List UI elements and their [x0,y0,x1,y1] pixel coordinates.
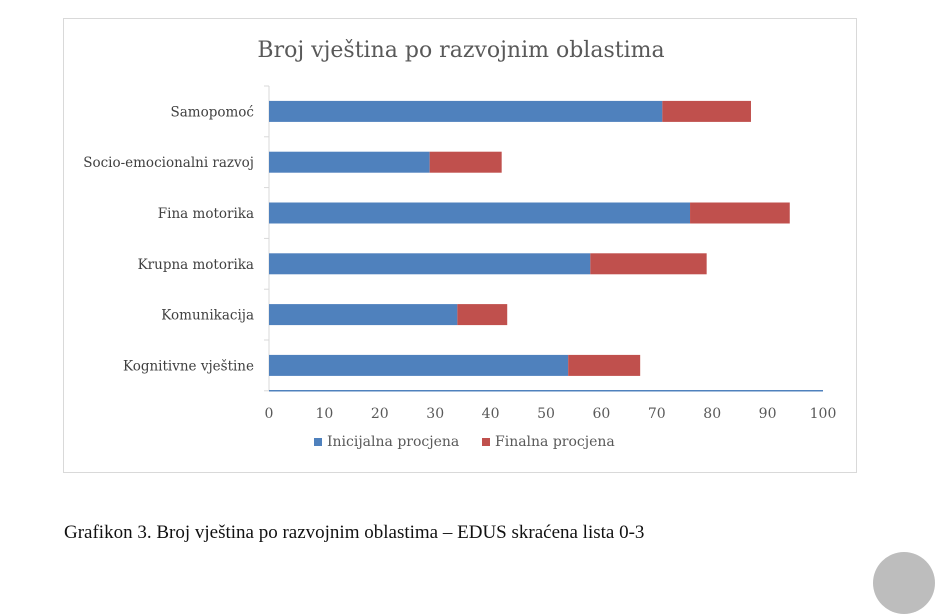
bar-inicijalna [269,151,430,173]
bar-inicijalna [269,100,663,122]
legend-swatch [482,438,490,446]
x-tick-label: 40 [482,406,500,422]
legend-label: Inicijalna procjena [327,434,459,450]
category-label: Komunikacija [161,308,254,324]
x-tick-label: 90 [759,406,777,422]
bar-inicijalna [269,253,591,275]
x-tick-label: 60 [592,406,610,422]
category-label: Krupna motorika [138,257,254,273]
floating-action-button[interactable] [873,552,935,614]
x-tick-label: 20 [371,406,389,422]
legend-label: Finalna procjena [495,434,615,450]
bar-inicijalna [269,354,569,376]
category-label: Socio-emocionalni razvoj [83,155,254,171]
x-tick-label: 70 [648,406,666,422]
bar-finalna [590,253,707,275]
category-label: Fina motorika [158,206,254,222]
x-tick-label: 80 [703,406,721,422]
bar-finalna [457,304,508,326]
stacked-bar-chart: Broj vještina po razvojnim oblastima Samo… [83,38,837,450]
bar-inicijalna [269,202,691,224]
category-label: Samopomoć [171,104,255,120]
bar-finalna [429,151,502,173]
category-label: Kognitivne vještine [123,358,254,374]
x-tick-label: 30 [426,406,444,422]
bar-inicijalna [269,304,458,326]
legend-swatch [314,438,322,446]
x-tick-label: 10 [315,406,333,422]
bar-finalna [690,202,790,224]
bar-finalna [662,100,751,122]
x-tick-label: 0 [265,406,274,422]
chart-title: Broj vještina po razvojnim oblastima [257,38,664,63]
bar-finalna [568,354,641,376]
figure-caption: Grafikon 3. Broj vještina po razvojnim o… [64,522,645,543]
x-tick-label: 100 [810,406,837,422]
chart-container: Broj vještina po razvojnim oblastima Samo… [63,18,857,473]
x-tick-label: 50 [537,406,555,422]
